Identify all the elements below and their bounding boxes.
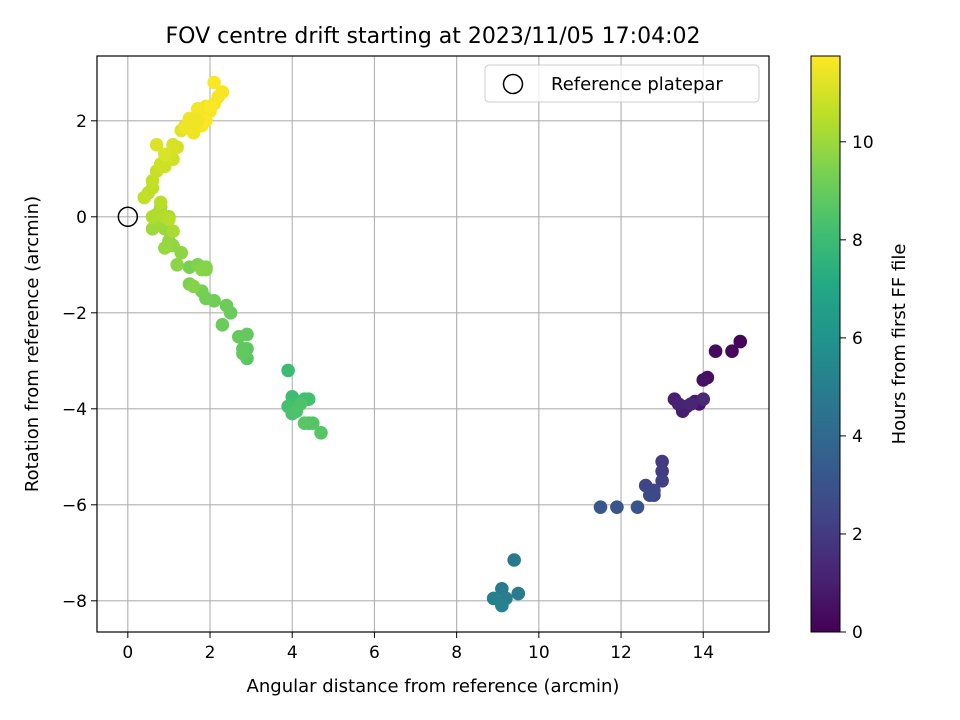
data-point — [215, 318, 230, 332]
data-point — [190, 114, 205, 128]
colorbar-ticks: 0 2 4 6 8 10 — [840, 133, 874, 643]
data-point — [203, 99, 217, 114]
y-tick-label: −4 — [62, 400, 87, 420]
colorbar-tick-label: 0 — [852, 623, 863, 643]
y-tick-label: −6 — [62, 496, 87, 516]
data-point — [281, 363, 295, 378]
data-point — [162, 212, 176, 226]
colorbar-tick-label: 10 — [852, 133, 874, 153]
x-tick-label: 4 — [287, 643, 298, 663]
data-point — [593, 500, 608, 514]
data-point — [236, 346, 250, 361]
data-point — [166, 224, 180, 238]
data-point — [231, 330, 246, 344]
data-point — [190, 102, 205, 116]
data-point — [219, 298, 234, 313]
data-point — [643, 488, 657, 503]
data-point — [671, 397, 686, 411]
colorbar-tick-label: 2 — [852, 525, 863, 545]
data-point — [153, 195, 168, 210]
data-point — [195, 262, 209, 277]
y-tick-label: 2 — [76, 112, 87, 132]
x-tick-label: 14 — [692, 643, 714, 663]
data-point — [725, 344, 739, 359]
data-point — [314, 426, 328, 440]
data-point — [186, 279, 201, 294]
grid-lines — [97, 56, 769, 632]
data-point — [684, 397, 698, 411]
data-point — [733, 334, 748, 349]
data-point — [511, 586, 526, 601]
data-point — [507, 553, 521, 567]
colorbar — [810, 55, 841, 633]
colorbar-tick-label: 6 — [852, 329, 863, 349]
x-axis-ticks: 0 2 4 6 8 10 12 14 — [122, 632, 714, 663]
legend-entry-label: Reference platepar — [551, 74, 723, 95]
data-point — [293, 397, 308, 411]
data-point — [170, 258, 184, 272]
legend: Reference platepar — [484, 64, 760, 103]
data-point — [215, 85, 230, 99]
x-tick-label: 2 — [205, 643, 216, 663]
y-tick-label: −8 — [62, 592, 87, 612]
y-axis-label: Rotation from reference (arcmin) — [22, 196, 43, 492]
colorbar-label: Hours from first FF file — [889, 244, 910, 445]
data-point — [137, 190, 152, 205]
chart-title: FOV centre drift starting at 2023/11/05 … — [166, 24, 701, 49]
data-point — [655, 474, 669, 488]
data-point — [145, 210, 160, 224]
y-tick-label: −2 — [62, 304, 87, 324]
y-axis-ticks: −8 −6 −4 −2 0 2 — [62, 112, 97, 612]
y-tick-label: 0 — [76, 208, 87, 228]
x-tick-label: 10 — [528, 643, 550, 663]
legend-box — [484, 64, 760, 103]
x-axis-label: Angular distance from reference (arcmin) — [247, 676, 620, 697]
x-tick-label: 12 — [610, 643, 632, 663]
data-point — [696, 392, 711, 407]
data-point — [297, 416, 312, 431]
data-point — [207, 75, 221, 90]
reference-point-marker — [117, 206, 139, 228]
colorbar-tick-label: 8 — [852, 231, 863, 251]
data-point — [655, 454, 669, 469]
data-point — [696, 373, 711, 387]
x-tick-label: 8 — [451, 643, 462, 663]
x-tick-label: 0 — [122, 643, 133, 663]
data-point — [158, 241, 172, 255]
colorbar-tick-label: 4 — [852, 427, 863, 447]
x-tick-label: 6 — [369, 643, 380, 663]
data-point — [166, 138, 180, 152]
data-point — [655, 464, 669, 479]
plot-frame — [96, 55, 770, 633]
data-point — [149, 138, 164, 152]
data-point — [630, 500, 645, 514]
data-point — [610, 500, 624, 514]
data-point — [158, 147, 172, 162]
data-point — [178, 121, 193, 135]
data-points — [137, 75, 748, 613]
legend-open-circle-icon — [502, 73, 524, 95]
data-point — [495, 598, 509, 613]
data-point — [708, 344, 723, 359]
